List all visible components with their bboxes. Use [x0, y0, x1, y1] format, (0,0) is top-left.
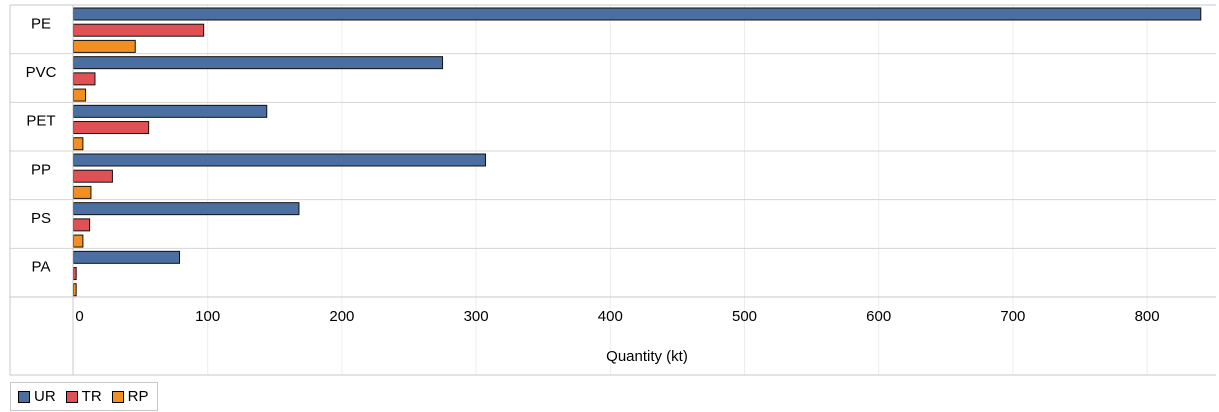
x-tick-label: 100 — [195, 308, 220, 325]
legend-item-tr: TR — [65, 388, 102, 405]
bar-pe-rp — [73, 39, 136, 53]
x-axis-tick-labels: 0 100 200 300 400 500 600 700 800 — [75, 308, 1159, 325]
bar-pe-ur — [73, 7, 1202, 21]
x-tick-label: 800 — [1135, 308, 1160, 325]
category-label: PP — [31, 161, 51, 178]
bar-pe-tr — [73, 23, 205, 37]
bar-pa-ur — [73, 250, 181, 264]
x-tick-label: 700 — [1000, 308, 1025, 325]
x-tick-label: 300 — [464, 308, 489, 325]
category-label: PE — [31, 15, 51, 32]
bars — [73, 7, 1202, 297]
x-tick-label: 400 — [598, 308, 623, 325]
bar-pet-ur — [73, 104, 268, 118]
bar-ps-ur — [73, 202, 300, 216]
x-tick-label: 0 — [75, 308, 83, 325]
legend-item-rp: RP — [111, 388, 149, 405]
legend: UR TR RP — [10, 382, 158, 411]
bar-pvc-ur — [73, 56, 444, 70]
x-tick-label: 600 — [866, 308, 891, 325]
x-tick-label: 200 — [329, 308, 354, 325]
bar-pa-rp — [73, 283, 77, 297]
category-labels: PE PVC PET PP PS PA — [26, 15, 57, 275]
bar-pet-rp — [73, 137, 84, 151]
bar-pp-tr — [73, 169, 113, 183]
bar-pa-tr — [73, 267, 77, 281]
plot-frame — [9, 4, 1216, 376]
category-label: PVC — [26, 64, 57, 81]
bar-pvc-tr — [73, 72, 96, 86]
legend-swatch — [65, 390, 78, 403]
legend-label: RP — [127, 388, 149, 405]
bar-pet-tr — [73, 121, 150, 135]
x-axis-label: Quantity (kt) — [606, 348, 688, 365]
x-tick-label: 500 — [732, 308, 757, 325]
bar-chart: PE PVC PET PP PS PA 0 100 200 300 400 500 600 700 800… — [9, 4, 1216, 376]
legend-label: UR — [34, 388, 56, 405]
category-separators — [10, 53, 1216, 249]
bar-pvc-rp — [73, 88, 87, 102]
category-label: PA — [32, 259, 51, 276]
category-label: PET — [26, 113, 55, 130]
legend-swatch — [18, 390, 30, 403]
bar-pp-rp — [73, 185, 92, 199]
category-label: PS — [31, 210, 51, 227]
bar-ps-rp — [73, 234, 84, 248]
bar-ps-tr — [73, 218, 91, 232]
legend-label: TR — [81, 388, 102, 405]
legend-item-ur: UR — [18, 388, 56, 405]
legend-swatch — [111, 390, 124, 403]
bar-pp-ur — [73, 153, 486, 167]
